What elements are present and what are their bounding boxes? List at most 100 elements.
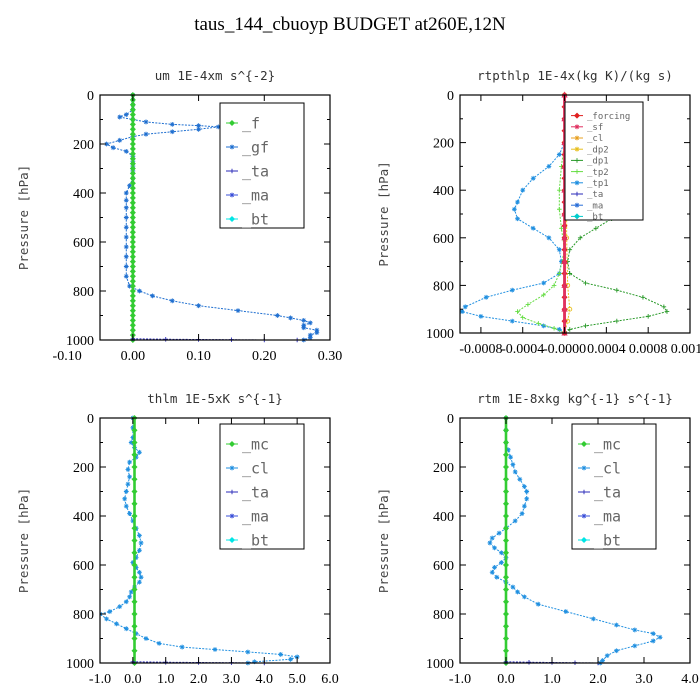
data-point-gf — [196, 123, 201, 129]
data-point-tp1 — [530, 225, 536, 231]
data-point-cl — [128, 589, 134, 595]
data-point-cl — [517, 476, 523, 482]
data-point-tp1 — [509, 287, 515, 293]
x-tick-label: 1.0 — [157, 672, 175, 687]
data-point-cl — [128, 440, 134, 445]
data-point-mc — [131, 512, 138, 520]
y-tick-label: 0 — [447, 412, 454, 427]
data-point-cl — [137, 449, 142, 455]
data-point-tp1 — [509, 318, 515, 324]
data-point-f — [129, 101, 136, 108]
data-point-dp1 — [664, 309, 670, 314]
y-tick-label: 600 — [433, 559, 454, 574]
panel-title: thlm 1E-5xK s^{-1} — [147, 391, 282, 406]
legend-marker — [573, 213, 581, 220]
data-point-f — [129, 209, 136, 216]
data-point-f — [129, 214, 136, 221]
data-point-mc — [502, 561, 510, 569]
y-axis-label: Pressure [hPa] — [16, 165, 31, 270]
data-point-cl — [487, 540, 493, 546]
data-point-f — [129, 150, 136, 157]
data-point-gf — [288, 315, 293, 321]
data-point-f — [129, 258, 136, 265]
data-point-f — [129, 155, 136, 162]
data-point-cl — [130, 425, 136, 431]
data-point-cl — [489, 569, 495, 575]
legend-label: _ta — [587, 190, 603, 200]
x-tick-label: 0.00 — [121, 349, 146, 364]
data-point-mc — [131, 439, 138, 446]
legend-marker — [574, 135, 580, 141]
x-tick-label: 0.10 — [186, 349, 211, 364]
data-point-cl — [156, 641, 162, 646]
data-point-tp1 — [559, 259, 564, 264]
y-tick-label: 200 — [73, 461, 94, 476]
data-point-cl — [245, 649, 251, 655]
y-tick-label: 600 — [73, 559, 94, 574]
legend: _f _gf _ta _ma _bt — [219, 102, 305, 229]
legend-marker — [574, 180, 580, 186]
data-point-dp1 — [567, 247, 573, 252]
legend-marker — [228, 119, 236, 127]
data-point-mc — [131, 574, 138, 581]
data-point-cl — [123, 626, 129, 632]
data-point-gf — [127, 283, 132, 289]
panel-title: um 1E-4xm s^{-2} — [155, 68, 275, 83]
data-point-cl — [492, 565, 497, 570]
data-point-cl — [632, 627, 638, 633]
legend-marker — [229, 192, 235, 198]
legend-label: _ma — [594, 507, 621, 525]
data-point-f — [129, 238, 136, 246]
legend-marker — [228, 536, 236, 544]
legend-label: _ma — [587, 201, 603, 211]
legend-marker — [574, 202, 580, 208]
data-point-cl — [104, 616, 109, 622]
data-point-gf — [123, 273, 129, 279]
data-point-ta — [526, 659, 532, 665]
data-point-f — [129, 219, 136, 226]
legend-label: _ma — [242, 186, 269, 204]
data-point-cl — [127, 474, 132, 480]
data-point-cl — [123, 503, 129, 509]
data-point-f — [129, 278, 136, 285]
data-point-gf — [123, 234, 129, 240]
y-axis-label: Pressure [hPa] — [16, 488, 31, 593]
y-tick-label: 600 — [73, 236, 94, 251]
x-tick-label: -0.0000 — [543, 342, 586, 357]
data-point-cl — [563, 609, 569, 614]
x-tick-label: 0.0004 — [587, 342, 626, 357]
x-tick-label: 1.0 — [543, 672, 561, 687]
panel-2: rtpthlp 1E-4x(kg K)/(kg s) Pressure [hPa]… — [376, 68, 700, 357]
data-point-gf — [314, 327, 320, 333]
data-point-f — [129, 322, 136, 329]
y-tick-label: 200 — [433, 137, 454, 152]
data-point-f — [129, 140, 136, 148]
data-point-cl — [499, 550, 504, 556]
y-tick-label: 0 — [447, 89, 454, 104]
x-tick-label: 0.30 — [318, 349, 343, 364]
data-point-mc — [131, 537, 138, 544]
data-point-cl — [252, 659, 257, 665]
data-point-gf — [123, 197, 129, 203]
data-point-gf — [110, 145, 116, 151]
y-axis-label: Pressure [hPa] — [376, 488, 391, 593]
data-point-mc — [131, 476, 138, 483]
data-point-f — [129, 229, 136, 236]
x-tick-label: 5.0 — [288, 672, 306, 687]
data-point-f — [129, 126, 136, 133]
data-point-cl — [294, 654, 300, 660]
data-point-dp1 — [583, 323, 588, 329]
data-point-cl — [138, 540, 144, 546]
legend-marker — [229, 168, 235, 174]
data-point-f — [129, 136, 136, 143]
data-point-dp2 — [567, 306, 573, 312]
legend-marker — [573, 112, 581, 119]
data-point-cl — [137, 569, 142, 575]
data-point-cl — [524, 489, 530, 494]
legend-label: _sf — [587, 123, 603, 133]
data-point-tp1 — [530, 175, 536, 181]
data-point-f — [129, 204, 136, 211]
legend-label: _cl — [587, 134, 603, 144]
y-tick-label: 800 — [73, 285, 94, 300]
data-point-mc — [502, 463, 510, 471]
